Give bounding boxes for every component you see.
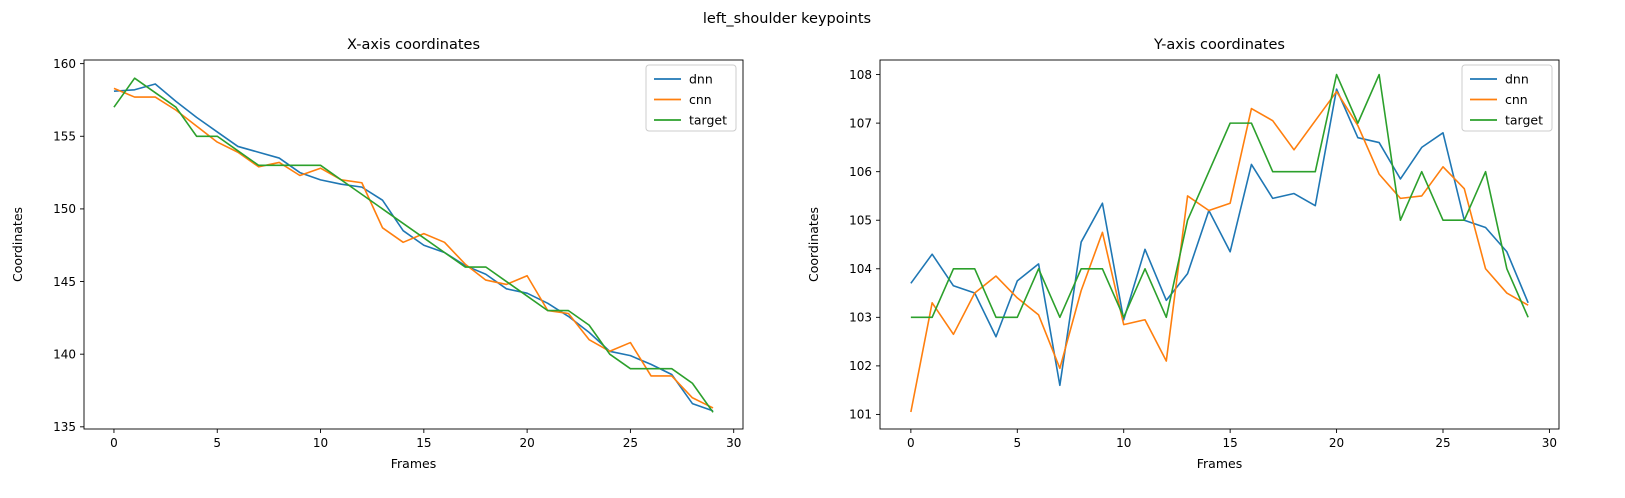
chart-2-y-tick-label: 105 bbox=[849, 214, 872, 228]
chart-1-x-tick-label: 10 bbox=[313, 436, 328, 450]
chart-2-y-tick-label: 104 bbox=[849, 262, 872, 276]
chart-1-legend-dnn-label: dnn bbox=[689, 72, 713, 87]
chart-1-y-tick-label: 150 bbox=[53, 202, 76, 216]
x-axis-coordinates-chart: X-axis coordinates 0 5 10 15 20 25 30 135 140 145 1… bbox=[10, 37, 744, 471]
chart-2-x-tick-label: 0 bbox=[907, 436, 915, 450]
chart-1-x-tick-label: 5 bbox=[213, 436, 221, 450]
chart-2-x-tick-label: 30 bbox=[1542, 436, 1557, 450]
chart-2-x-tick-label: 20 bbox=[1329, 436, 1344, 450]
chart-1-series-target-line bbox=[113, 77, 714, 413]
chart-2-y-tick-label: 108 bbox=[849, 68, 872, 82]
chart-2-y-tick-label: 101 bbox=[849, 408, 872, 422]
y-axis-coordinates-chart: Y-axis coordinates 0 5 10 15 20 25 30 101 102 103 1… bbox=[806, 37, 1560, 471]
chart-2-y-axis-label: Coordinates bbox=[806, 207, 821, 282]
chart-1-legend: dnn cnn target bbox=[645, 64, 737, 132]
chart-2-legend: dnn cnn target bbox=[1461, 64, 1553, 132]
chart-1-legend-cnn-label: cnn bbox=[689, 92, 712, 107]
chart-1-series-dnn-line bbox=[113, 83, 714, 412]
figure-suptitle: left_shoulder keypoints bbox=[703, 11, 871, 27]
chart-1-y-tick-label: 140 bbox=[53, 347, 76, 361]
chart-2-series-cnn-line bbox=[910, 90, 1529, 413]
chart-1-y-tick-label: 155 bbox=[53, 130, 76, 144]
chart-2-title: Y-axis coordinates bbox=[1153, 37, 1285, 53]
chart-1-legend-target-label: target bbox=[689, 113, 727, 128]
chart-2-y-tick-label: 106 bbox=[849, 165, 872, 179]
chart-2-y-tick-label: 107 bbox=[849, 116, 872, 130]
chart-2-plot-frame bbox=[879, 59, 1560, 430]
chart-1-x-tick-label: 30 bbox=[726, 436, 741, 450]
chart-2-series-target-line bbox=[910, 73, 1529, 319]
chart-2-x-tick-label: 15 bbox=[1223, 436, 1238, 450]
chart-2-x-tick-label: 5 bbox=[1013, 436, 1021, 450]
chart-1-plot-frame bbox=[83, 59, 744, 430]
chart-1-x-tick-label: 20 bbox=[519, 436, 534, 450]
chart-2-x-tick-label: 25 bbox=[1435, 436, 1450, 450]
chart-2-legend-dnn-label: dnn bbox=[1505, 72, 1529, 87]
chart-2-series-dnn-line bbox=[910, 88, 1529, 387]
chart-2-y-tick-label: 102 bbox=[849, 359, 872, 373]
chart-2-x-tick-label: 10 bbox=[1116, 436, 1131, 450]
chart-1-series-cnn-line bbox=[113, 87, 714, 409]
chart-1-y-tick-label: 135 bbox=[53, 420, 76, 434]
chart-1-x-tick-label: 15 bbox=[416, 436, 431, 450]
chart-1-x-axis-label: Frames bbox=[391, 456, 436, 471]
chart-1-x-tick-label: 0 bbox=[110, 436, 118, 450]
chart-1-y-axis-label: Coordinates bbox=[10, 207, 25, 282]
chart-1-title: X-axis coordinates bbox=[347, 37, 480, 53]
chart-1-y-tick-label: 160 bbox=[53, 57, 76, 71]
chart-1-y-tick-label: 145 bbox=[53, 275, 76, 289]
chart-2-y-tick-label: 103 bbox=[849, 311, 872, 325]
chart-1-x-tick-label: 25 bbox=[623, 436, 638, 450]
chart-2-legend-cnn-label: cnn bbox=[1505, 92, 1528, 107]
chart-2-x-axis-label: Frames bbox=[1197, 456, 1242, 471]
chart-2-legend-target-label: target bbox=[1505, 113, 1543, 128]
chart-2-legend-box bbox=[1461, 64, 1553, 132]
chart-1-legend-box bbox=[645, 64, 737, 132]
